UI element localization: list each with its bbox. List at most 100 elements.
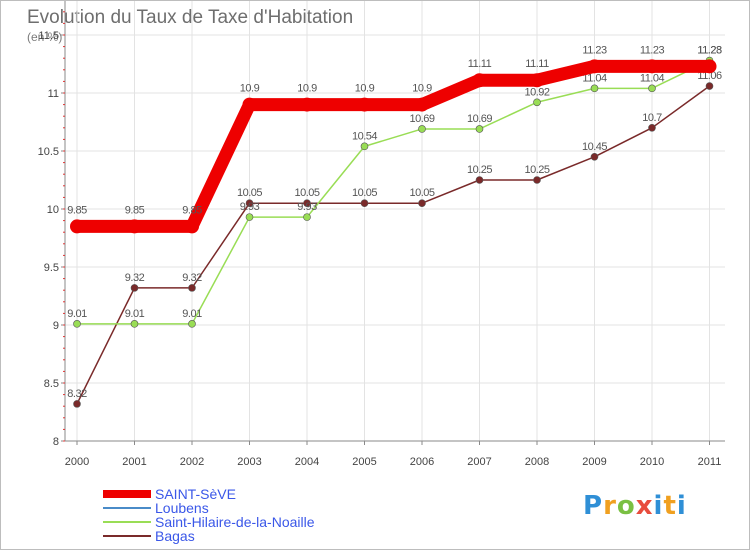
data-label: 10.9 [297, 83, 317, 95]
x-tick-label: 2007 [467, 456, 491, 468]
data-point [533, 98, 541, 107]
data-label: 10.05 [237, 187, 262, 199]
data-label: 10.9 [355, 83, 375, 95]
data-point [533, 176, 541, 184]
y-tick-label: 9.5 [44, 262, 59, 274]
data-point [70, 219, 84, 234]
data-point [475, 176, 484, 184]
legend-label: Saint-Hilaire-de-la-Noaille [155, 514, 315, 530]
data-point [360, 142, 369, 151]
x-tick-label: 2005 [352, 456, 376, 468]
logo-letter: x [635, 491, 654, 521]
data-label: 11.04 [640, 72, 665, 84]
x-tick-label: 2004 [295, 456, 319, 468]
series-line [70, 59, 716, 233]
data-label: 10.9 [240, 83, 260, 95]
data-point [188, 320, 196, 328]
x-tick-label: 2006 [410, 456, 434, 468]
series-line [76, 85, 711, 405]
data-label: 11.11 [468, 58, 492, 70]
legend-swatch [103, 535, 151, 537]
y-tick-label: 10 [47, 204, 59, 216]
y-tick-label: 8.5 [44, 378, 59, 390]
data-point [645, 59, 659, 74]
x-tick-label: 2003 [237, 456, 261, 468]
data-point [245, 213, 254, 221]
data-point [127, 219, 142, 234]
data-label: 9.85 [67, 204, 87, 216]
data-label: 10.05 [409, 187, 434, 199]
data-point [357, 97, 372, 112]
data-label: 10.9 [412, 83, 432, 95]
data-point [242, 97, 257, 112]
data-point [587, 59, 602, 74]
data-label: 10.54 [352, 130, 377, 142]
data-point [590, 153, 599, 161]
data-label: 9.93 [297, 201, 317, 213]
x-tick-label: 2010 [640, 456, 664, 468]
data-point [418, 125, 426, 133]
data-label: 9.01 [67, 308, 87, 320]
data-label: 10.7 [642, 112, 662, 124]
data-label: 9.01 [125, 308, 145, 320]
data-label: 9.32 [182, 272, 202, 284]
data-point [185, 219, 199, 234]
data-label: 9.01 [182, 308, 202, 320]
data-label: 10.25 [524, 164, 549, 176]
data-label: 9.93 [240, 201, 260, 213]
legend-label: Bagas [155, 528, 195, 544]
data-label: 9.85 [182, 204, 202, 216]
data-label: 11.23 [582, 44, 607, 56]
logo-letter: r [603, 491, 617, 521]
logo-letter: i [653, 491, 664, 521]
legend-label: Loubens [155, 500, 209, 516]
data-point [530, 73, 544, 88]
x-tick-label: 2001 [122, 456, 146, 468]
data-point [648, 124, 656, 132]
data-label: 11.04 [582, 72, 607, 84]
data-label: 11.23 [697, 44, 722, 56]
data-label: 10.05 [294, 187, 319, 199]
data-point [130, 320, 139, 328]
data-point [73, 400, 81, 408]
y-tick-label: 8 [53, 436, 59, 448]
data-point [472, 73, 487, 88]
legend-label: SAINT-SèVE [155, 486, 236, 502]
logo-letter: i [676, 491, 687, 521]
legend-swatch [103, 521, 151, 523]
x-tick-label: 2000 [65, 456, 89, 468]
data-label: 9.85 [125, 204, 145, 216]
x-tick-label: 2002 [180, 456, 204, 468]
y-tick-label: 11 [48, 88, 59, 100]
data-point [303, 213, 311, 221]
chart-title: Evolution du Taux de Taxe d'Habitation [27, 7, 354, 28]
data-point [418, 199, 426, 207]
data-label: 10.92 [524, 86, 549, 98]
data-point [702, 59, 717, 74]
proxiti-logo: Proxiti [583, 491, 687, 521]
data-label: 9.32 [125, 272, 145, 284]
y-tick-label: 11.5 [38, 30, 59, 42]
x-tick-label: 2011 [698, 456, 722, 468]
y-tick-label: 9 [53, 320, 59, 332]
data-label: 11.28 [697, 45, 722, 57]
series-line [76, 59, 711, 325]
data-point [245, 199, 254, 207]
data-label: 11.06 [697, 70, 722, 82]
y-tick-label: 10.5 [38, 146, 59, 158]
legend-swatch [103, 490, 151, 498]
data-point [188, 284, 196, 292]
data-label: 10.45 [582, 141, 607, 153]
data-label: 11.11 [525, 58, 549, 70]
logo-letter: P [583, 491, 604, 521]
data-point [648, 84, 656, 93]
x-tick-label: 2008 [525, 456, 549, 468]
data-point [360, 199, 369, 207]
logo-letter: t [663, 491, 677, 521]
data-point [705, 82, 714, 90]
data-label: 10.69 [467, 113, 492, 125]
legend-swatch [103, 507, 151, 509]
data-label: 10.69 [409, 113, 434, 125]
